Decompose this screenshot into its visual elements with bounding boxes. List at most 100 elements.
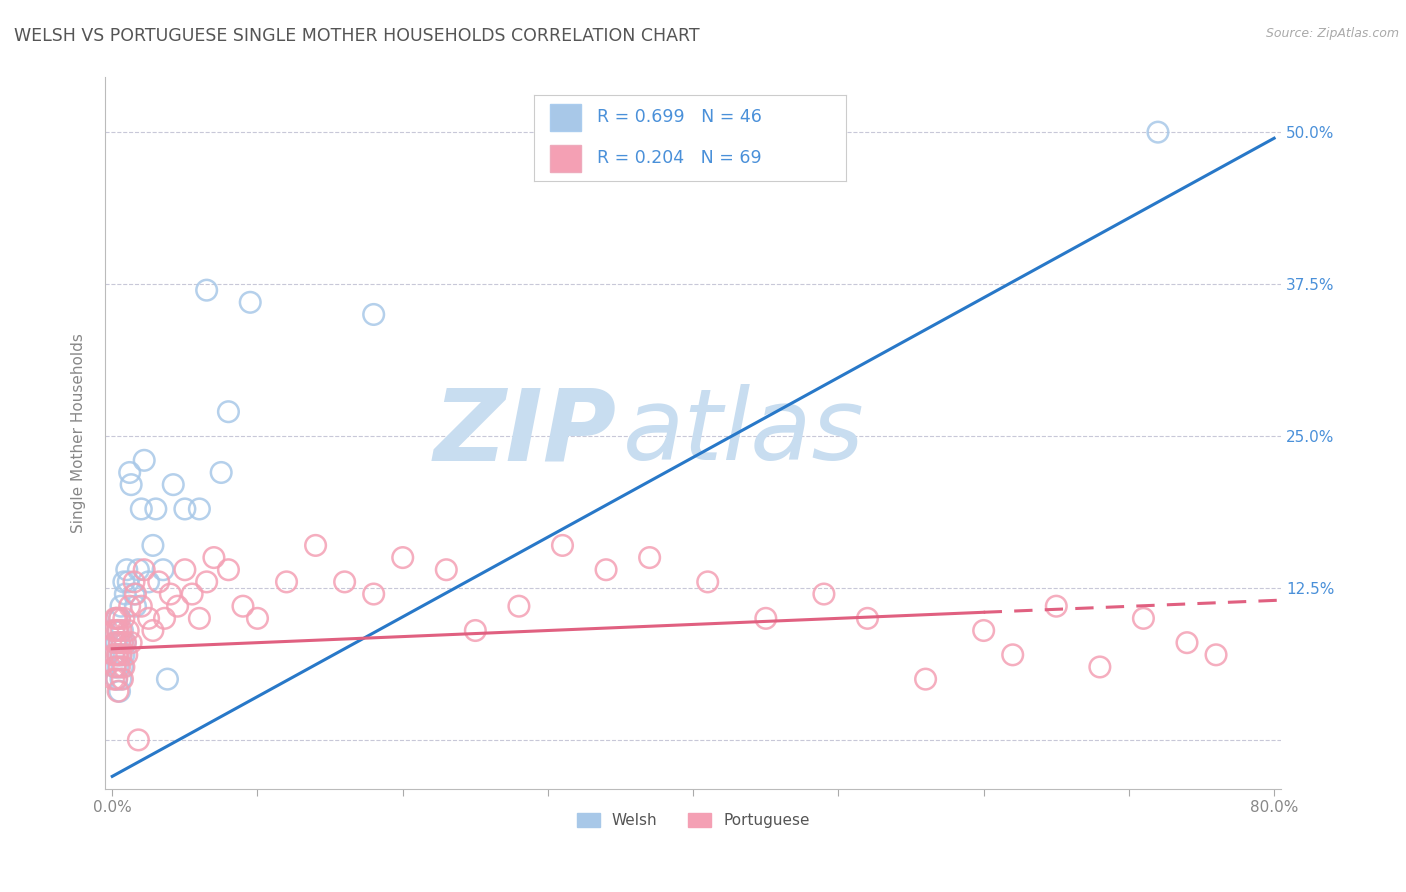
Point	[1132, 611, 1154, 625]
Point	[103, 648, 125, 662]
Point	[1045, 599, 1067, 614]
Point	[166, 599, 188, 614]
Point	[195, 574, 218, 589]
Point	[105, 611, 128, 625]
Point	[1175, 635, 1198, 649]
Point	[122, 574, 145, 589]
Point	[914, 672, 936, 686]
Point	[232, 599, 254, 614]
Legend: Welsh, Portuguese: Welsh, Portuguese	[571, 807, 815, 834]
Point	[108, 660, 131, 674]
Point	[105, 611, 128, 625]
Text: atlas: atlas	[623, 384, 865, 482]
Point	[202, 550, 225, 565]
Point	[129, 599, 152, 614]
Point	[104, 660, 127, 674]
Point	[162, 477, 184, 491]
Point	[124, 599, 146, 614]
Point	[105, 624, 128, 638]
Point	[856, 611, 879, 625]
Point	[107, 648, 129, 662]
Point	[115, 563, 138, 577]
Text: ZIP: ZIP	[433, 384, 617, 482]
Point	[105, 648, 128, 662]
Point	[105, 672, 128, 686]
Point	[153, 611, 176, 625]
Point	[103, 672, 125, 686]
Point	[209, 466, 232, 480]
Point	[114, 635, 136, 649]
Point	[181, 587, 204, 601]
Point	[239, 295, 262, 310]
Point	[1147, 125, 1170, 139]
Point	[142, 538, 165, 552]
Point	[115, 648, 138, 662]
Point	[1001, 648, 1024, 662]
Point	[103, 624, 125, 638]
Point	[111, 635, 134, 649]
Text: Source: ZipAtlas.com: Source: ZipAtlas.com	[1265, 27, 1399, 40]
Point	[159, 587, 181, 601]
Point	[118, 599, 141, 614]
Point	[129, 502, 152, 516]
Point	[138, 611, 160, 625]
Point	[108, 635, 131, 649]
Point	[103, 624, 125, 638]
Point	[638, 550, 661, 565]
Point	[138, 574, 160, 589]
Point	[595, 563, 617, 577]
Point	[104, 611, 127, 625]
Point	[173, 563, 195, 577]
Point	[103, 648, 125, 662]
Text: WELSH VS PORTUGUESE SINGLE MOTHER HOUSEHOLDS CORRELATION CHART: WELSH VS PORTUGUESE SINGLE MOTHER HOUSEH…	[14, 27, 700, 45]
Point	[112, 574, 135, 589]
Point	[464, 624, 486, 638]
Point	[152, 563, 174, 577]
Point	[217, 563, 239, 577]
Point	[1205, 648, 1227, 662]
Point	[134, 453, 156, 467]
Point	[107, 624, 129, 638]
Point	[107, 624, 129, 638]
Point	[112, 660, 135, 674]
Point	[117, 624, 139, 638]
Y-axis label: Single Mother Households: Single Mother Households	[72, 333, 86, 533]
Point	[111, 672, 134, 686]
Point	[120, 477, 142, 491]
Point	[104, 635, 127, 649]
Point	[551, 538, 574, 552]
Point	[111, 624, 134, 638]
Point	[122, 587, 145, 601]
Point	[304, 538, 326, 552]
Point	[813, 587, 835, 601]
Point	[246, 611, 269, 625]
Point	[195, 283, 218, 297]
Point	[363, 587, 385, 601]
Point	[142, 624, 165, 638]
Point	[104, 635, 127, 649]
Point	[108, 611, 131, 625]
Point	[110, 648, 132, 662]
Point	[1088, 660, 1111, 674]
Point	[134, 563, 156, 577]
Point	[108, 684, 131, 698]
Point	[148, 574, 170, 589]
Point	[973, 624, 995, 638]
Point	[363, 308, 385, 322]
Point	[114, 587, 136, 601]
Point	[110, 624, 132, 638]
Point	[111, 660, 134, 674]
Point	[508, 599, 530, 614]
Point	[107, 660, 129, 674]
Point	[108, 611, 131, 625]
Point	[110, 648, 132, 662]
Point	[107, 648, 129, 662]
Point	[127, 732, 149, 747]
Point	[105, 672, 128, 686]
Point	[188, 611, 211, 625]
Point	[188, 502, 211, 516]
Point	[217, 405, 239, 419]
Point	[117, 574, 139, 589]
Point	[124, 587, 146, 601]
Point	[173, 502, 195, 516]
